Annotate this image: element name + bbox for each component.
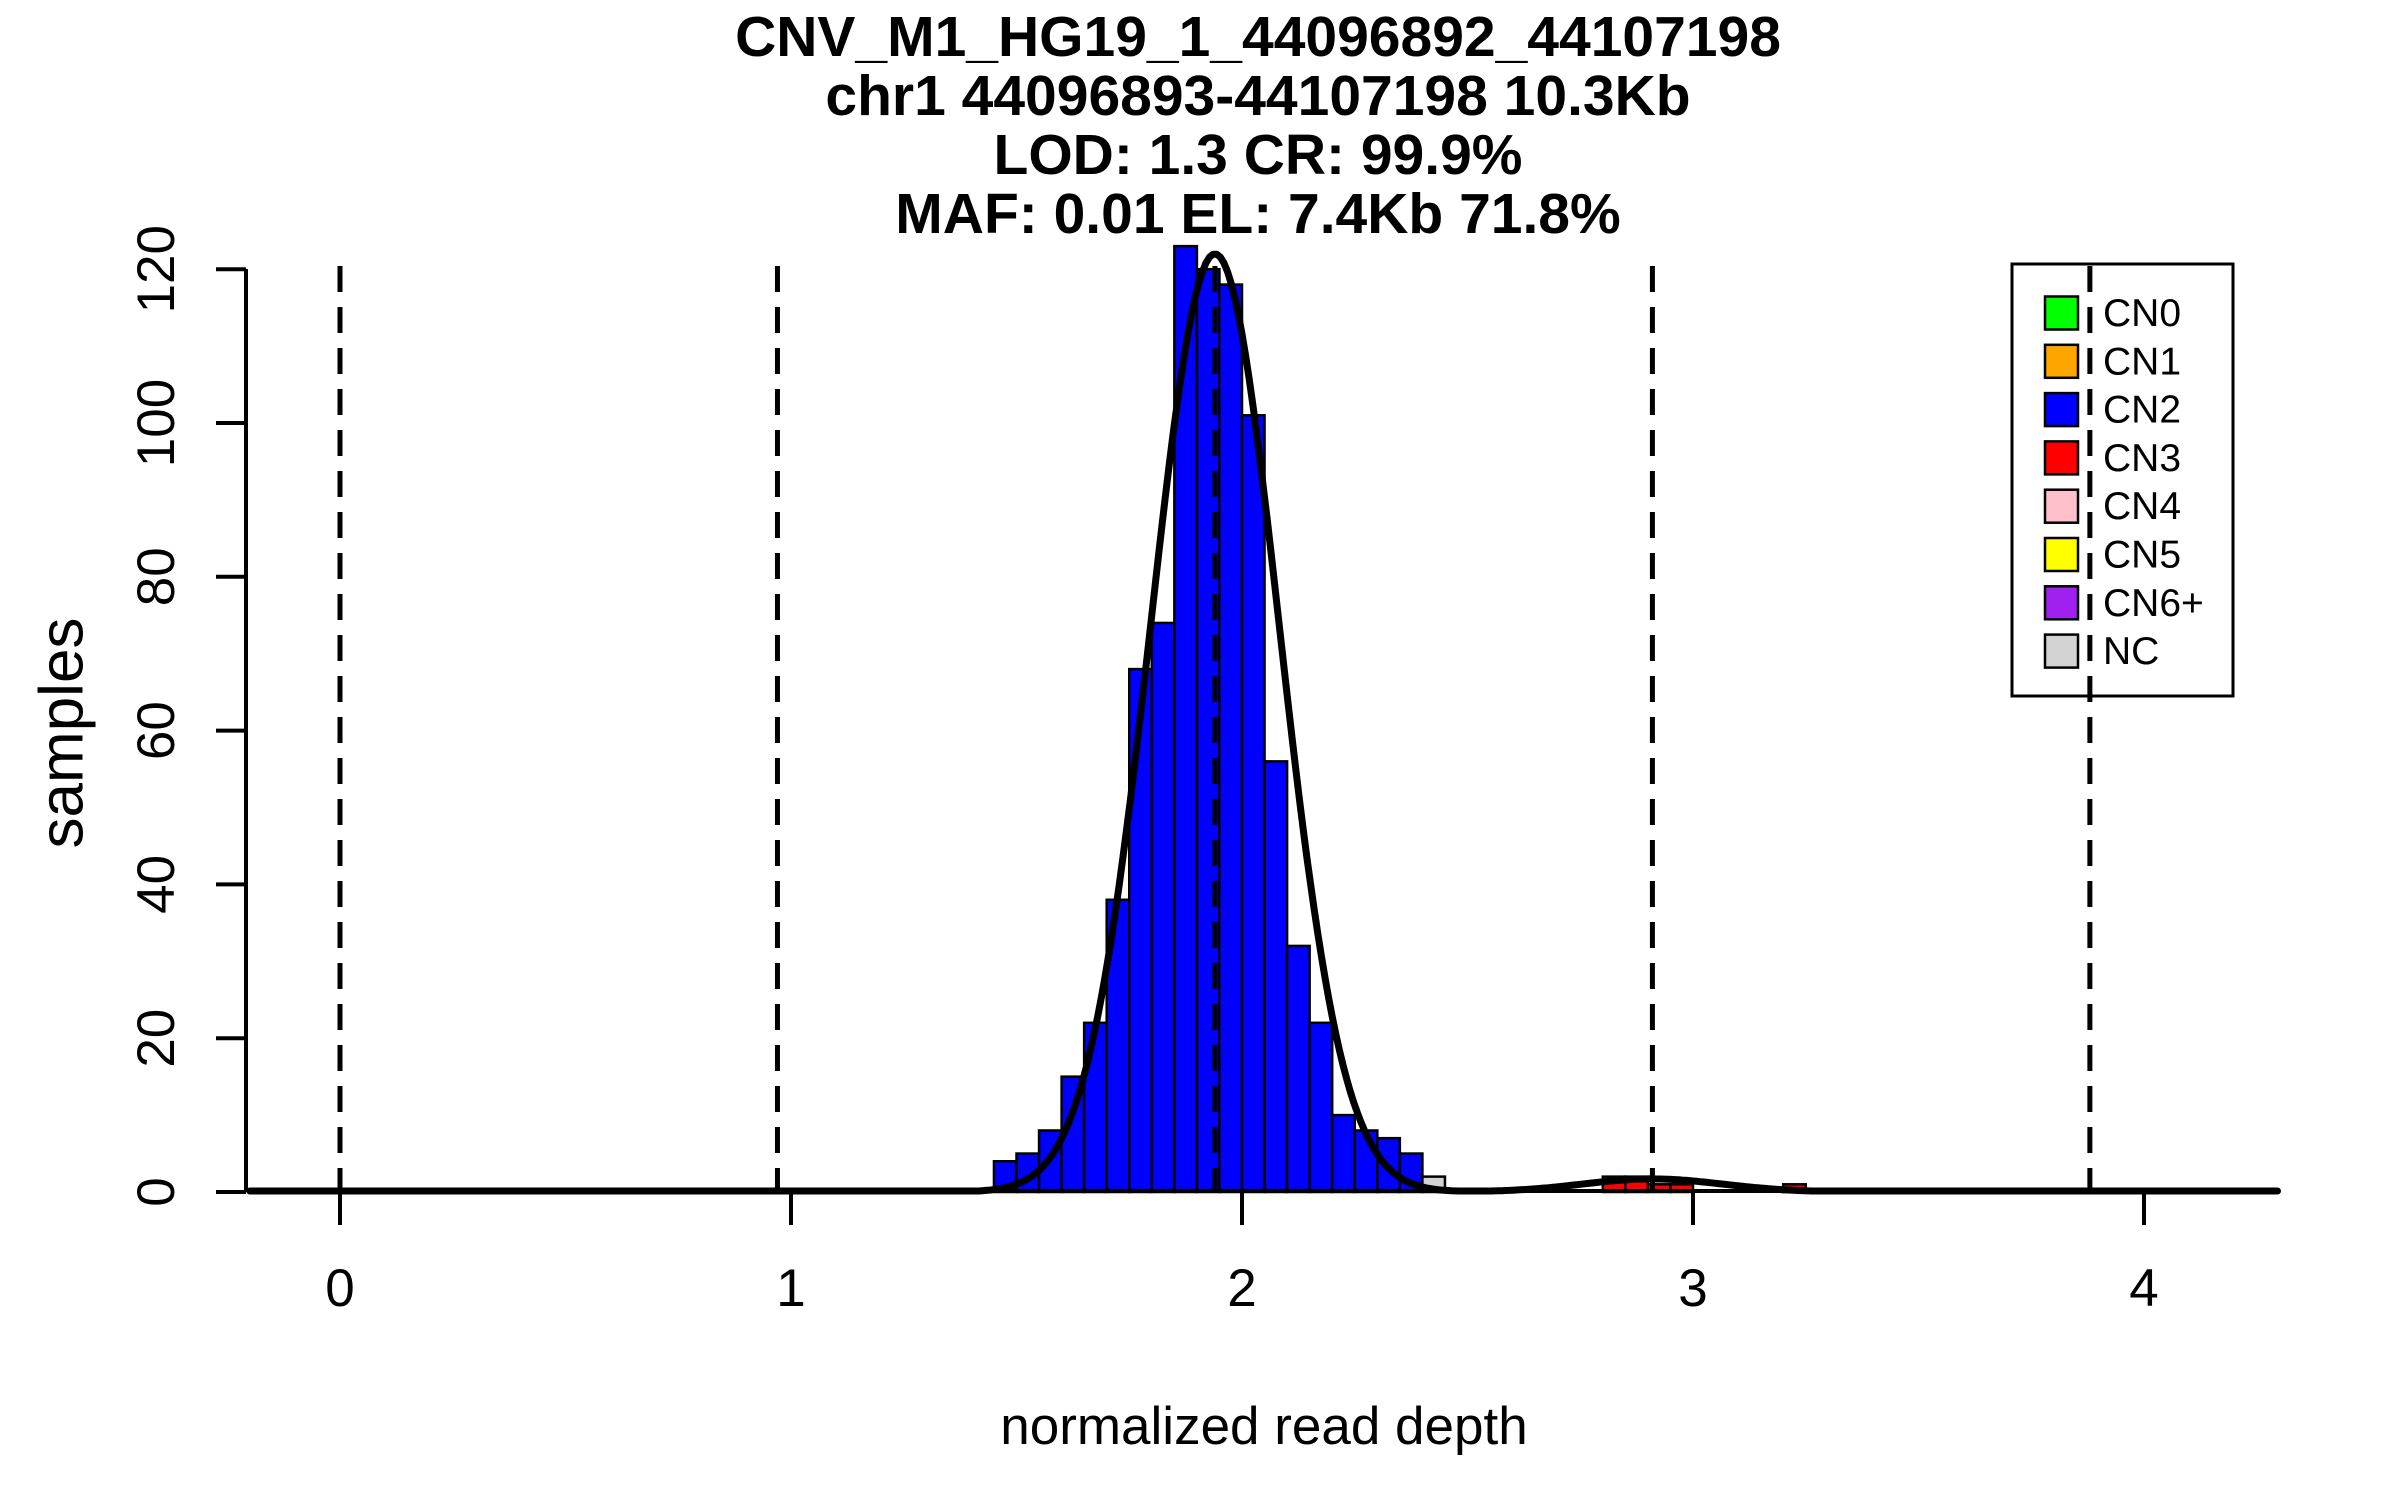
title-line-3: LOD: 1.3 CR: 99.9% (993, 123, 1523, 187)
title-line-2: chr1 44096893-44107198 10.3Kb (825, 64, 1691, 128)
histogram-bar-cn2 (1218, 283, 1244, 1194)
legend-label: CN3 (2103, 437, 2181, 480)
legend-swatch-nc (2043, 633, 2080, 669)
histogram-bar-cn2 (1285, 944, 1311, 1194)
x-tick-label: 0 (325, 1259, 354, 1318)
legend-label: CN4 (2103, 485, 2181, 528)
y-tick-label: 0 (127, 1177, 186, 1206)
title-line-4: MAF: 0.01 EL: 7.4Kb 71.8% (895, 182, 1621, 246)
x-axis-title: normalized read depth (1000, 1397, 1528, 1456)
x-tick-label: 3 (1678, 1259, 1707, 1318)
histogram-bar-cn2 (1240, 414, 1266, 1194)
legend-label: CN1 (2103, 340, 2181, 383)
legend-swatch-cn1 (2043, 343, 2080, 380)
legend-label: CN0 (2103, 292, 2181, 335)
y-tick-label: 20 (127, 1009, 186, 1068)
x-tick-label: 1 (776, 1259, 805, 1318)
legend-label: CN6+ (2103, 582, 2204, 625)
legend-swatch-cn5 (2043, 536, 2080, 573)
histogram-bar-cn2 (1263, 760, 1289, 1194)
y-tick-label: 60 (127, 701, 186, 760)
y-tick-label: 40 (127, 855, 186, 914)
y-tick-label: 120 (127, 225, 186, 313)
histogram-bar-cn2 (1150, 621, 1176, 1194)
y-tick-label: 80 (127, 547, 186, 606)
legend-swatch-cn4 (2043, 488, 2080, 524)
legend-label: CN2 (2103, 389, 2181, 432)
legend-box (2010, 262, 2235, 698)
legend-swatch-cn2 (2043, 391, 2080, 428)
x-tick-label: 4 (2129, 1259, 2158, 1318)
legend-label: CN5 (2103, 534, 2181, 577)
histogram-bar-cn2 (1330, 1113, 1356, 1194)
y-tick-label: 100 (127, 379, 186, 467)
histogram-bar-cn2 (1308, 1021, 1334, 1194)
y-axis-title: samples (27, 617, 97, 849)
legend-swatch-cn0 (2043, 295, 2080, 331)
legend-swatch-cn3 (2043, 440, 2080, 476)
legend-label: NC (2103, 630, 2159, 673)
density-curve (246, 250, 2281, 1195)
x-tick-label: 2 (1227, 1259, 1256, 1318)
histogram-bar-cn2 (1128, 667, 1154, 1194)
chart-title-block: CNV_M1_HG19_1_44096892_44107198 chr1 440… (258, 8, 2258, 244)
title-line-1: CNV_M1_HG19_1_44096892_44107198 (735, 5, 1781, 69)
legend-swatch-cn6plus (2043, 585, 2080, 621)
